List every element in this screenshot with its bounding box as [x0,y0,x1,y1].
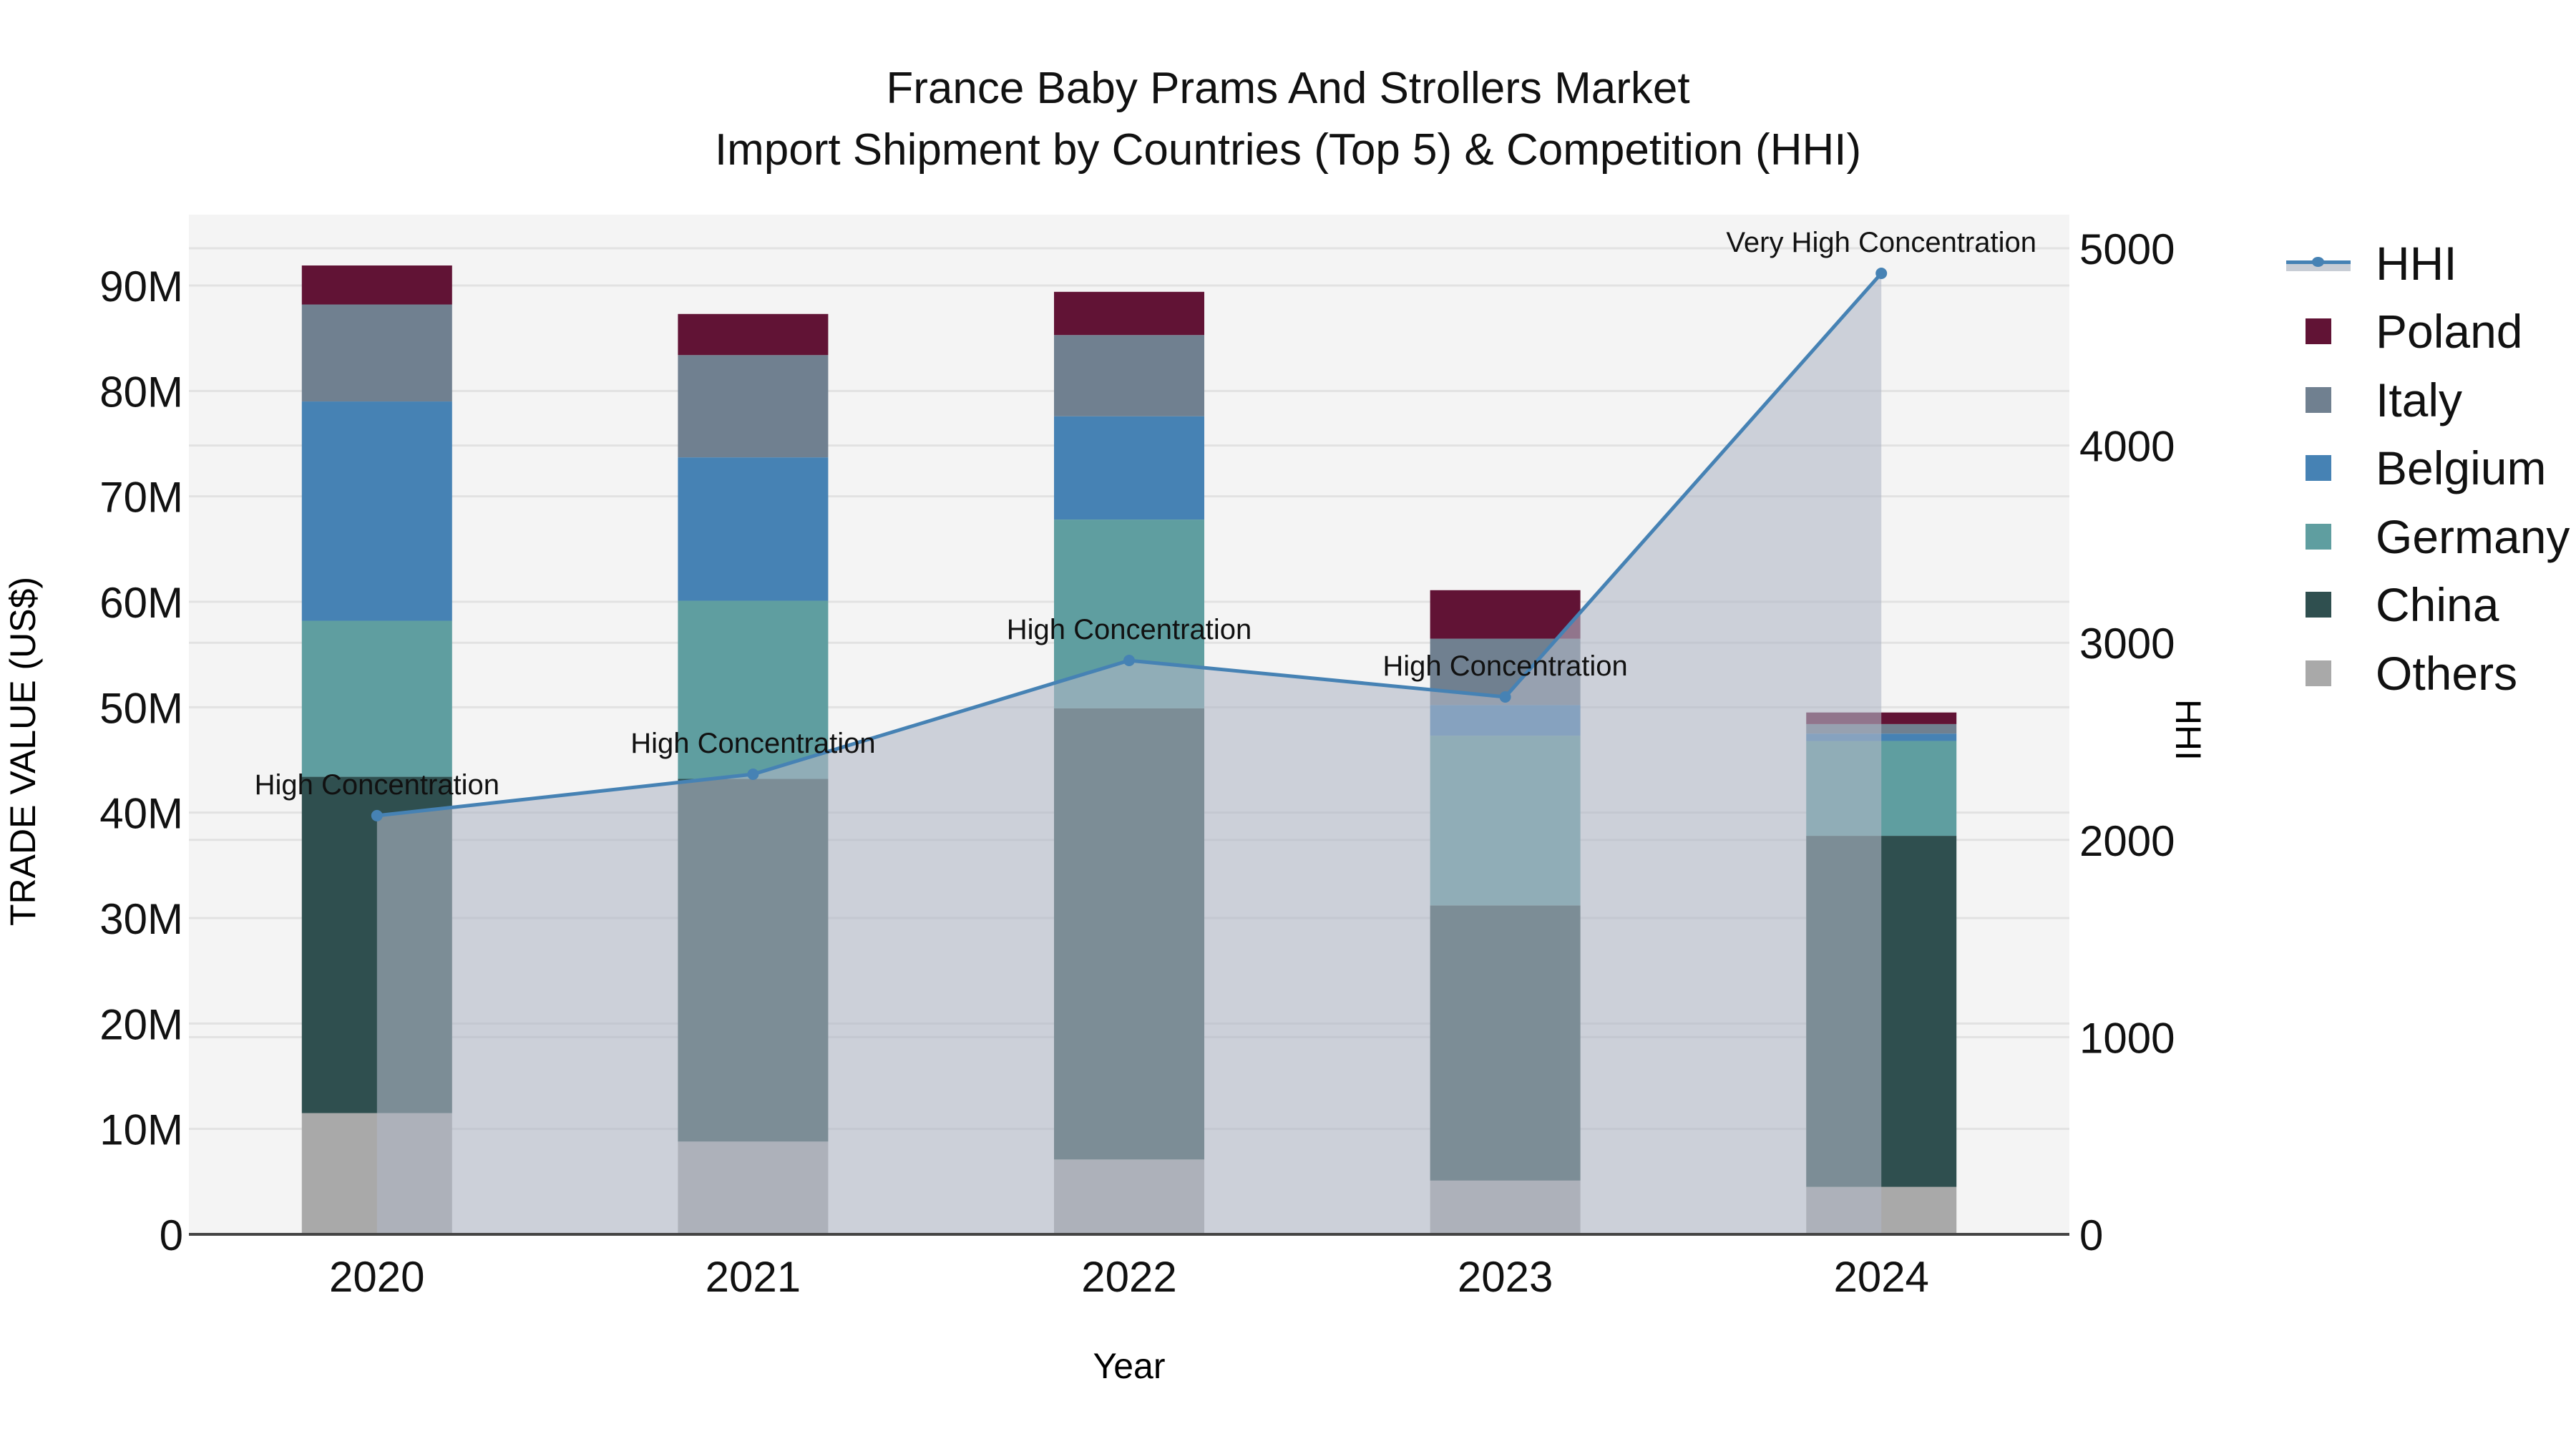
bar-segment-poland[interactable] [301,265,452,305]
x-tick-label: 2021 [706,1253,801,1301]
square-swatch-icon [2306,318,2331,345]
hhi-annotation: High Concentration [255,769,499,801]
y-right-tick-label: 4000 [2079,423,2175,471]
y-right-tick-label: 2000 [2079,817,2175,865]
legend-label: Germany [2376,509,2570,563]
y-left-tick-label: 60M [99,579,183,627]
legend-label: China [2376,578,2499,632]
legend-item-china[interactable]: China [2275,571,2570,640]
legend-label: Poland [2376,305,2523,358]
bar-segment-italy[interactable] [1054,335,1204,416]
legend-label: Others [2376,646,2518,700]
bar-segment-germany[interactable] [301,620,452,777]
square-swatch-icon [2306,386,2331,413]
chart-title: France Baby Prams And Strollers Market [886,64,1690,113]
hhi-annotation: High Concentration [1382,650,1627,682]
hhi-marker[interactable] [371,809,383,821]
bar-segment-poland[interactable] [1430,590,1581,639]
square-swatch-icon [2306,455,2331,482]
bar-segment-belgium[interactable] [1054,416,1204,520]
line-marker-icon [2286,256,2351,271]
square-swatch-icon [2306,592,2331,618]
bar-segment-belgium[interactable] [678,457,829,601]
y-left-tick-label: 40M [99,790,183,838]
x-axis-title: Year [1093,1346,1166,1386]
bar-segment-poland[interactable] [1054,291,1204,336]
legend-item-germany[interactable]: Germany [2275,502,2570,571]
legend-item-italy[interactable]: Italy [2275,366,2570,434]
bar-segment-poland[interactable] [678,313,829,356]
bar-segment-italy[interactable] [678,355,829,458]
y-left-tick-label: 80M [99,368,183,416]
legend-label: HHI [2376,236,2457,290]
chart-subtitle: Import Shipment by Countries (Top 5) & C… [714,125,1862,175]
x-tick-label: 2020 [329,1253,424,1301]
y-right-tick-label: 0 [2079,1211,2103,1259]
legend-item-poland[interactable]: Poland [2275,298,2570,366]
y-left-tick-label: 50M [99,684,183,732]
square-swatch-icon [2306,660,2331,686]
square-swatch-icon [2306,523,2331,550]
legend-item-belgium[interactable]: Belgium [2275,434,2570,503]
x-tick-label: 2024 [1833,1253,1928,1301]
hhi-annotation: Very High Concentration [1726,227,2036,258]
y-left-tick-label: 90M [99,263,183,311]
hhi-annotation: High Concentration [630,728,875,759]
hhi-annotation: High Concentration [1007,614,1252,645]
legend-label: Belgium [2376,441,2547,495]
bar-segment-italy[interactable] [301,304,452,402]
hhi-marker[interactable] [1123,655,1135,667]
x-tick-label: 2023 [1458,1253,1553,1301]
y-right-tick-label: 1000 [2079,1014,2175,1062]
hhi-marker[interactable] [1875,268,1888,280]
y-axis-left-title: TRADE VALUE (US$) [3,576,43,927]
legend-item-hhi[interactable]: HHI [2275,229,2570,298]
bar-segment-belgium[interactable] [301,401,452,621]
y-right-tick-label: 5000 [2079,225,2175,273]
legend-item-others[interactable]: Others [2275,639,2570,708]
x-tick-label: 2022 [1081,1253,1176,1301]
bar-segment-germany[interactable] [678,600,829,779]
y-left-tick-label: 20M [99,1000,183,1048]
y-left-tick-label: 10M [99,1106,183,1154]
legend-label: Italy [2376,373,2463,426]
y-left-tick-label: 30M [99,895,183,943]
hhi-marker[interactable] [1499,691,1511,703]
hhi-marker[interactable] [747,769,759,781]
legend: HHI Poland Italy Belgium Germany China O… [2275,229,2570,708]
hhi-area [376,273,1882,1234]
y-axis-right-title: HHI [2168,698,2208,761]
y-left-tick-label: 0 [160,1211,183,1259]
y-left-tick-label: 70M [99,474,183,522]
y-right-tick-label: 3000 [2079,620,2175,668]
